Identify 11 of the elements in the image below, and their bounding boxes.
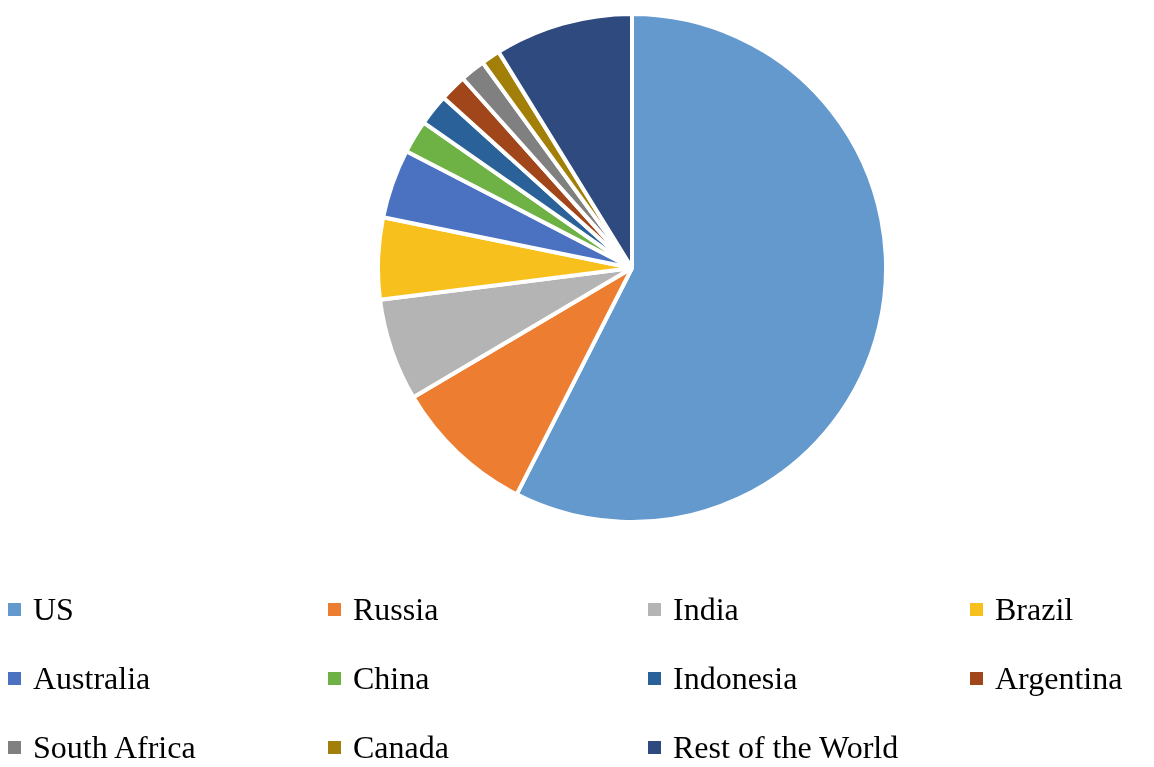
legend-label: Argentina bbox=[995, 659, 1123, 698]
legend-label: Canada bbox=[353, 728, 449, 767]
legend-label: South Africa bbox=[33, 728, 196, 767]
legend-label: Rest of the World bbox=[673, 728, 899, 767]
legend-label: Indonesia bbox=[673, 659, 798, 698]
legend-label: US bbox=[33, 590, 74, 629]
legend-label: Russia bbox=[353, 590, 439, 629]
legend-label: India bbox=[673, 590, 739, 629]
legend-label: Australia bbox=[33, 659, 151, 698]
legend-label: Brazil bbox=[995, 590, 1074, 629]
legend-label: China bbox=[353, 659, 430, 698]
